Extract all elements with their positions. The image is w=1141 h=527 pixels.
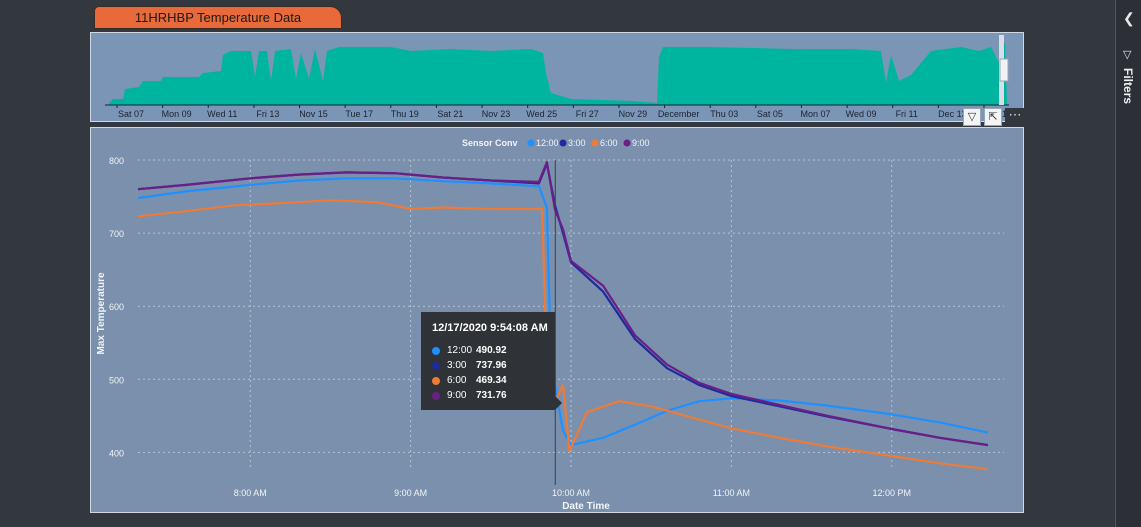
tooltip-series-value: 490.92 xyxy=(476,345,507,356)
y-tick-label: 800 xyxy=(109,156,124,166)
line-chart-svg[interactable]: 400 500 600 700 800 8:00 AM 9:00 AM 10:00 AM 11:… xyxy=(91,128,1023,512)
legend-marker-icon xyxy=(623,139,631,147)
visual-header: ▽ ⇱ ⋯ xyxy=(963,108,1025,126)
filters-label[interactable]: Filters xyxy=(1121,68,1135,105)
x-axis-title: Date Time xyxy=(562,501,610,512)
overview-date-label: Fri 27 xyxy=(576,109,599,119)
data-tooltip: 12/17/2020 9:54:08 AM 12:00 490.92 3:00 … xyxy=(421,312,555,410)
series-dot-icon xyxy=(432,391,440,400)
legend-marker-icon xyxy=(527,139,535,147)
overview-area xyxy=(109,43,1007,105)
overview-date-label: Wed 11 xyxy=(207,109,237,119)
overview-date-label: Tue 17 xyxy=(345,109,373,119)
temperature-line-chart[interactable]: 400 500 600 700 800 8:00 AM 9:00 AM 10:00 AM 11:… xyxy=(90,127,1024,513)
overview-date-label: Wed 09 xyxy=(846,109,877,119)
tooltip-series-name: 12:00 xyxy=(447,345,473,356)
series-dot-icon xyxy=(432,361,440,370)
legend-item-label: 6:00 xyxy=(600,138,618,148)
x-tick-label: 8:00 AM xyxy=(234,488,267,498)
overview-svg[interactable]: Sat 07 Mon 09 Wed 11 Fri 13 Nov 15 Tue 17 Thu … xyxy=(91,33,1023,121)
overview-date-label: Nov 15 xyxy=(299,109,328,119)
overview-date-label: Sat 21 xyxy=(437,109,463,119)
filters-pane[interactable]: ❮ ▽ Filters xyxy=(1115,0,1141,527)
tooltip-series-value: 469.34 xyxy=(476,375,507,386)
tooltip-title: 12/17/2020 9:54:08 AM xyxy=(432,322,548,334)
legend-title: Sensor Conv xyxy=(462,138,518,148)
overview-date-label: Thu 19 xyxy=(391,109,419,119)
tooltip-series-name: 9:00 xyxy=(447,390,467,401)
filter-icon: ▽ xyxy=(1123,49,1132,61)
overview-date-label: Mon 07 xyxy=(800,109,830,119)
tooltip-row: 6:00 469.34 xyxy=(432,373,555,388)
overview-date-label: Thu 03 xyxy=(710,109,738,119)
legend-item-label: 12:00 xyxy=(536,138,559,148)
y-tick-label: 700 xyxy=(109,229,124,239)
series-line-900 xyxy=(137,161,989,447)
overview-date-label: Sat 07 xyxy=(118,109,144,119)
overview-date-label: Nov 23 xyxy=(482,109,511,119)
y-tick-label: 500 xyxy=(109,375,124,385)
range-grip-icon[interactable] xyxy=(999,58,1009,82)
tooltip-pointer xyxy=(555,396,562,410)
overview-date-label: Nov 29 xyxy=(619,109,648,119)
series-dot-icon xyxy=(432,346,440,355)
y-tick-label: 600 xyxy=(109,302,124,312)
tooltip-series-name: 3:00 xyxy=(447,360,467,371)
overview-date-label: December xyxy=(658,109,700,119)
chevron-left-icon[interactable]: ❮ xyxy=(1123,10,1135,26)
overview-date-label: Wed 25 xyxy=(526,109,557,119)
legend-marker-icon xyxy=(559,139,567,147)
y-axis-title: Max Temperature xyxy=(96,272,107,355)
filter-icon[interactable]: ▽ xyxy=(963,108,981,126)
tooltip-series-value: 731.76 xyxy=(476,390,507,401)
series-line-300 xyxy=(137,162,989,447)
y-tick-label: 400 xyxy=(109,448,124,458)
legend-item-label: 3:00 xyxy=(568,138,586,148)
report-title-tab[interactable]: 11HRHBP Temperature Data xyxy=(94,6,342,29)
x-tick-label: 9:00 AM xyxy=(394,488,427,498)
tooltip-series-value: 737.96 xyxy=(476,360,507,371)
overview-date-label: Dec 13 xyxy=(938,109,967,119)
series-line-1200 xyxy=(137,177,989,447)
tooltip-row: 12:00 490.92 xyxy=(432,343,555,358)
tooltip-row: 3:00 737.96 xyxy=(432,358,555,373)
legend-item-label: 9:00 xyxy=(632,138,650,148)
tooltip-series-name: 6:00 xyxy=(447,375,467,386)
x-tick-label: 12:00 PM xyxy=(872,488,911,498)
x-tick-label: 11:00 AM xyxy=(713,488,750,498)
tooltip-row: 9:00 731.76 xyxy=(432,388,555,403)
date-range-overview-chart[interactable]: Sat 07 Mon 09 Wed 11 Fri 13 Nov 15 Tue 17 Thu … xyxy=(90,32,1024,122)
legend-marker-icon xyxy=(591,139,599,147)
overview-date-label: Fri 11 xyxy=(896,109,918,119)
x-tick-label: 10:00 AM xyxy=(552,488,590,498)
focus-mode-icon[interactable]: ⇱ xyxy=(984,108,1002,126)
legend: Sensor Conv 12:00 3:00 6:00 9:00 xyxy=(462,138,650,148)
series-dot-icon xyxy=(432,376,440,385)
more-options-icon[interactable]: ⋯ xyxy=(1005,108,1025,126)
overview-date-label: Mon 09 xyxy=(162,109,192,119)
overview-date-label: Fri 13 xyxy=(256,109,279,119)
overview-date-label: Sat 05 xyxy=(757,109,783,119)
